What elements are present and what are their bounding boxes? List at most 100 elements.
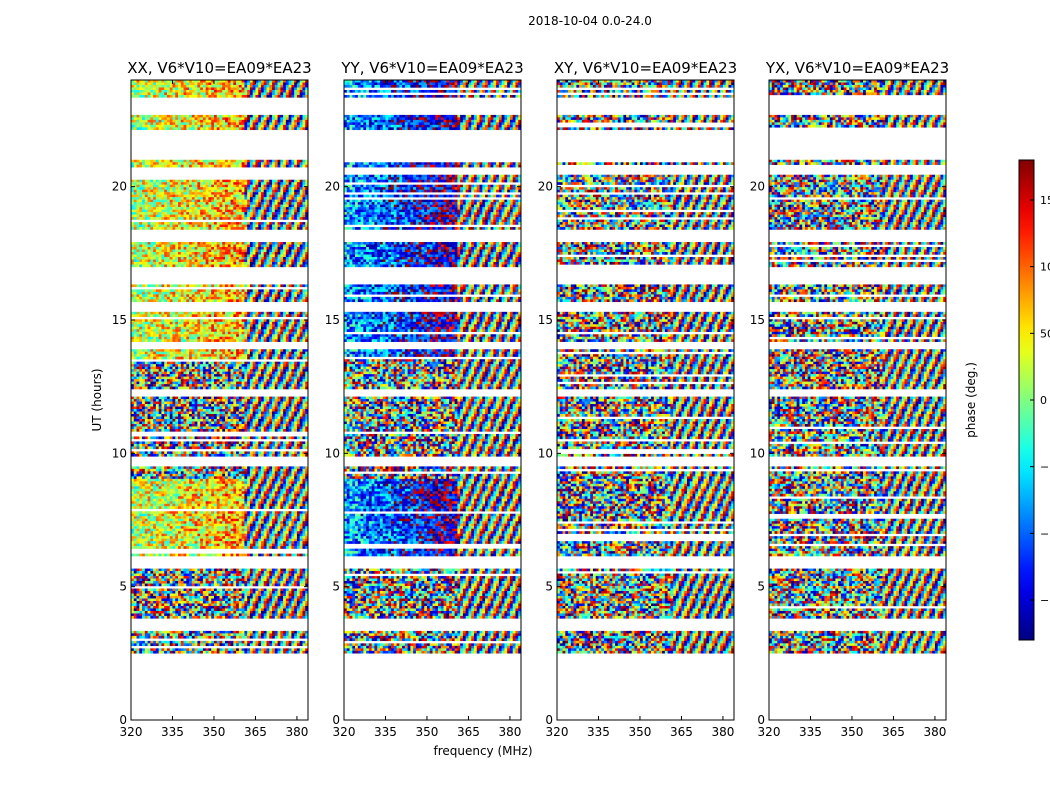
phase-cell [145,362,148,365]
phase-cell [247,374,250,377]
phase-cell [184,337,187,340]
phase-cell [181,339,184,342]
phase-cell [172,190,175,193]
phase-cell [233,87,236,90]
phase-cell [164,202,167,205]
phase-cell [139,127,142,130]
phase-cell [181,252,184,255]
phase-cell [297,190,300,193]
phase-cell [178,242,181,245]
phase-cell [175,372,178,375]
phase-cell [139,322,142,325]
phase-cell [192,205,195,208]
phase-cell [134,349,137,352]
phase-cell [269,210,272,213]
phase-cell [220,372,223,375]
phase-cell [283,162,286,165]
phase-cell [280,247,283,250]
phase-cell [267,250,270,253]
phase-cell [222,252,225,255]
phase-cell [142,210,145,213]
phase-cell [233,284,236,287]
phase-cell [167,262,170,265]
phase-cell [244,85,247,88]
phase-cell [297,195,300,198]
phase-cell [261,182,264,185]
phase-cell [195,319,198,322]
phase-cell [258,117,261,120]
phase-cell [150,187,153,190]
phase-cell [286,312,289,315]
phase-cell [200,364,203,367]
phase-cell [137,349,140,352]
phase-cell [297,180,300,183]
phase-cell [289,205,292,208]
phase-cell [239,262,242,265]
phase-cell [175,292,178,295]
phase-cell [244,354,247,357]
phase-cell [148,247,151,250]
phase-cell [217,215,220,218]
phase-cell [170,292,173,295]
phase-cell [161,379,164,382]
phase-cell [206,225,209,228]
phase-cell [181,160,184,163]
phase-cell [222,377,225,380]
phase-cell [181,352,184,355]
phase-cell [222,262,225,265]
phase-cell [302,125,305,128]
phase-cell [278,322,281,325]
phase-cell [286,225,289,228]
phase-cell [269,312,272,315]
phase-cell [267,212,270,215]
phase-cell [181,217,184,220]
phase-cell [225,322,228,325]
phase-cell [258,377,261,380]
phase-cell [200,284,203,287]
phase-cell [172,397,175,400]
phase-cell [233,117,236,120]
phase-cell [217,190,220,193]
phase-cell [225,337,228,340]
phase-cell [220,327,223,330]
phase-cell [170,294,173,297]
phase-cell [145,92,148,95]
phase-cell [153,322,156,325]
phase-cell [222,245,225,248]
phase-cell [247,202,250,205]
phase-cell [208,197,211,200]
phase-cell [159,182,162,185]
phase-cell [208,120,211,123]
phase-cell [286,387,289,390]
phase-cell [208,82,211,85]
phase-cell [253,299,256,302]
phase-cell [233,339,236,342]
phase-cell [181,165,184,168]
phase-cell [217,377,220,380]
phase-cell [253,185,256,188]
phase-cell [192,369,195,372]
phase-cell [184,319,187,322]
phase-cell [231,369,234,372]
phase-cell [239,120,242,123]
phase-cell [203,374,206,377]
phase-cell [220,222,223,225]
phase-cell [172,90,175,93]
phase-cell [156,257,159,260]
phase-cell [291,162,294,165]
phase-cell [225,160,228,163]
phase-cell [255,367,258,370]
phase-cell [142,217,145,220]
phase-cell [258,312,261,315]
phase-cell [233,127,236,130]
phase-cell [159,294,162,297]
phase-cell [244,87,247,90]
phase-cell [211,87,214,90]
phase-cell [294,205,297,208]
phase-cell [181,364,184,367]
phase-cell [291,187,294,190]
phase-cell [134,262,137,265]
phase-cell [184,374,187,377]
phase-cell [267,245,270,248]
phase-cell [258,207,261,210]
